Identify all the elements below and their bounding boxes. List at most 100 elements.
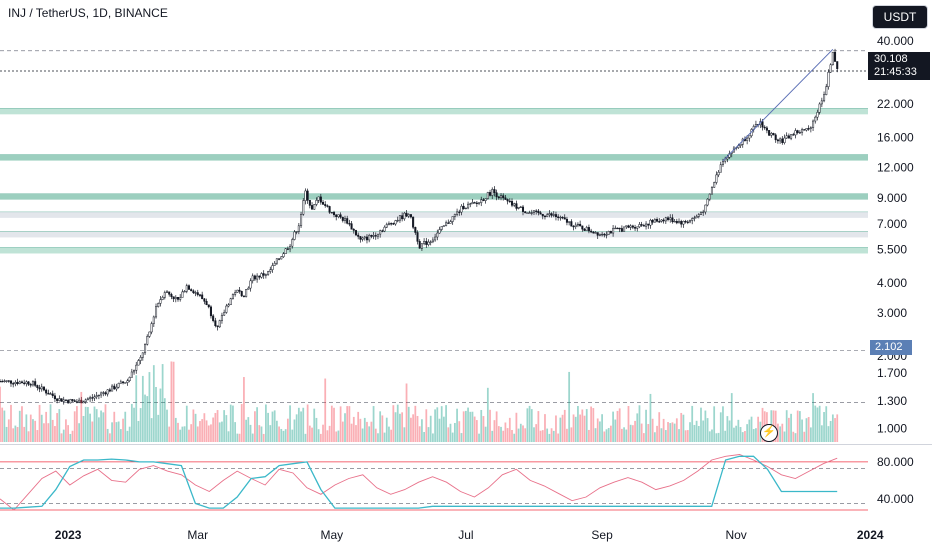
candle-body: [636, 226, 639, 229]
volume-bar: [796, 410, 799, 442]
candle-body: [416, 232, 419, 242]
volume-bar: [491, 430, 494, 442]
candle-body: [9, 380, 13, 384]
volume-bar: [87, 407, 89, 442]
candle-body: [552, 214, 555, 216]
candle-body: [313, 204, 316, 210]
volume-bar: [563, 409, 566, 442]
volume-bar: [399, 413, 401, 442]
volume-bar: [152, 365, 155, 442]
volume-bar: [612, 411, 614, 442]
candle-body: [812, 120, 815, 128]
candle-body: [579, 223, 582, 227]
volume-bar: [73, 411, 76, 442]
price-tick-0: 40.000: [877, 34, 914, 48]
volume-bar: [84, 406, 87, 442]
volume-bar: [473, 416, 476, 442]
candle-body: [651, 219, 654, 223]
volume-bar: [508, 417, 511, 442]
volume-bar: [530, 409, 533, 442]
volume-bar: [49, 404, 52, 442]
lightning-alert-icon[interactable]: ⚡: [760, 424, 778, 442]
candle-body: [128, 377, 131, 382]
candle-body: [565, 218, 568, 223]
currency-button[interactable]: USDT: [872, 5, 928, 29]
candle-body: [823, 94, 826, 102]
volume-bar: [18, 410, 21, 442]
candle-body: [104, 392, 107, 395]
volume-bar: [484, 426, 487, 442]
volume-bar: [719, 412, 722, 442]
candle-body: [781, 138, 784, 143]
volume-bar: [429, 415, 432, 442]
candle-body: [332, 212, 336, 216]
volume-bar: [243, 377, 245, 442]
candle-body: [25, 381, 28, 384]
candle-body: [695, 216, 698, 219]
candle-body: [592, 231, 595, 234]
volume-bar: [348, 406, 351, 442]
candle-body: [53, 395, 56, 400]
volume-bar: [783, 431, 786, 442]
volume-bar: [724, 430, 727, 442]
candle-body: [462, 205, 465, 210]
candle-body: [372, 235, 375, 237]
last-price: 30.108: [874, 53, 908, 65]
candle-body: [829, 64, 832, 73]
volume-bar: [117, 421, 120, 442]
volume-bar: [693, 424, 696, 442]
volume-bar: [673, 423, 676, 442]
volume-bar: [583, 415, 586, 442]
volume-bar: [708, 431, 711, 442]
volume-bar: [27, 431, 30, 442]
zone-1: [0, 154, 868, 161]
volume-bar: [278, 426, 280, 442]
candle-body: [510, 201, 514, 206]
volume-bar: [730, 393, 733, 442]
volume-bar: [625, 429, 628, 442]
volume-bar: [631, 425, 634, 442]
date-tick-5: Nov: [725, 528, 746, 542]
candle-body: [831, 51, 834, 66]
volume-bar: [464, 410, 467, 442]
volume-bar: [104, 404, 107, 442]
volume-bar: [566, 428, 568, 442]
candle-body: [38, 387, 41, 390]
candle-body: [524, 211, 527, 214]
volume-bar: [634, 420, 636, 442]
volume-bar: [119, 429, 122, 442]
candle-body: [324, 204, 327, 206]
volume-bar: [311, 427, 313, 442]
volume-bar: [658, 412, 661, 442]
volume-bar: [34, 420, 37, 442]
volume-bar: [717, 432, 720, 442]
candle-body: [820, 100, 823, 105]
candle-body: [267, 271, 270, 275]
candle-body: [583, 228, 586, 231]
price-tick-2: 16.000: [877, 130, 914, 144]
volume-bar: [146, 396, 149, 442]
candle-body: [183, 290, 186, 293]
volume-bar: [552, 430, 555, 442]
volume-bar: [254, 411, 256, 442]
volume-bar: [352, 416, 355, 442]
volume-bar: [478, 433, 480, 442]
volume-bar: [636, 413, 639, 442]
volume-bar: [561, 414, 564, 442]
last-price-badge: 30.108 21:45:33: [868, 52, 930, 80]
candle-body: [122, 381, 125, 384]
volume-bar: [324, 378, 327, 442]
candle-body: [23, 382, 26, 384]
candle-body: [609, 231, 612, 234]
candle-body: [209, 306, 212, 317]
volume-bar: [726, 416, 729, 442]
volume-bar: [537, 411, 540, 442]
candle-body: [746, 137, 749, 141]
volume-bar: [390, 429, 393, 442]
candle-body: [484, 198, 487, 201]
volume-bar: [568, 371, 571, 442]
candle-body: [1, 380, 4, 383]
candle-body: [223, 312, 226, 316]
